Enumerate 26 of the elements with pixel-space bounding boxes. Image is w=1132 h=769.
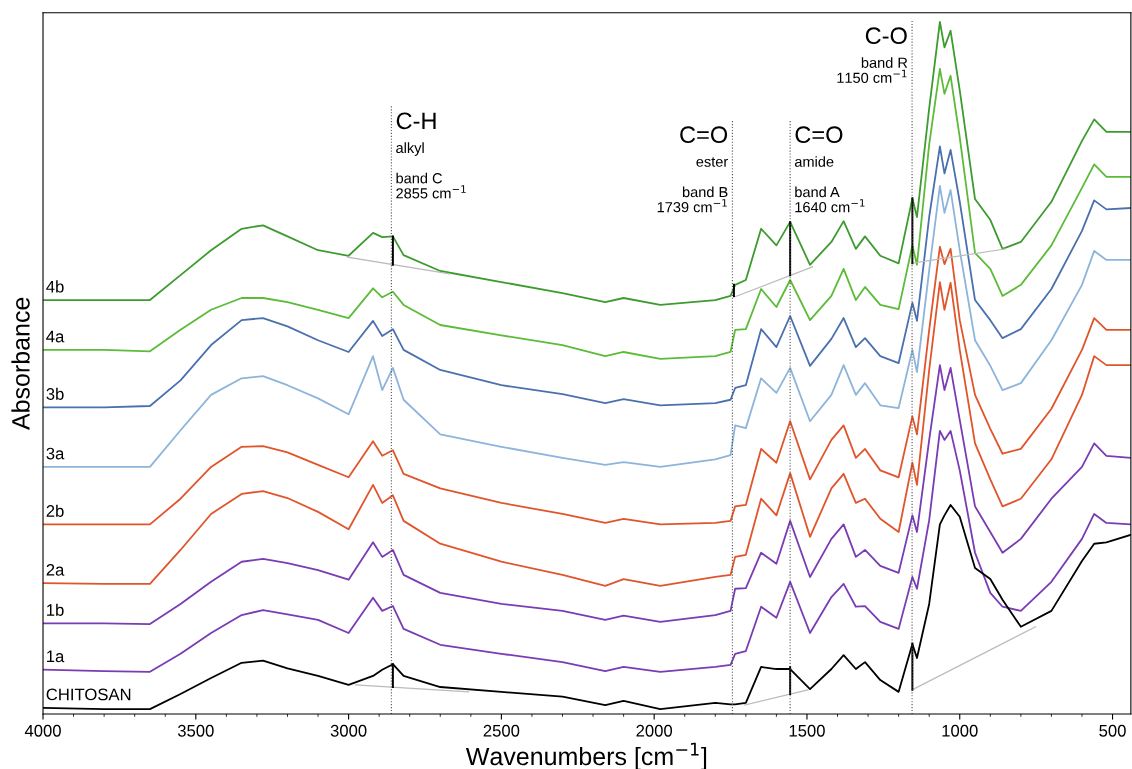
annotation: C=O xyxy=(680,126,728,144)
x-tick-label: 2000 xyxy=(636,724,673,737)
x-tick-label: 4000 xyxy=(24,724,61,737)
series-label: 1a xyxy=(47,650,65,663)
series-label: 2a xyxy=(46,563,65,576)
y-axis-title: Absorbance xyxy=(11,297,30,431)
series-label: 2b xyxy=(46,504,64,517)
series-label: 3a xyxy=(46,447,65,460)
series-label: 4a xyxy=(46,330,65,343)
x-tick-label: 1000 xyxy=(942,724,978,737)
series-label: 3b xyxy=(46,387,64,400)
x-tick-label: 1500 xyxy=(789,724,825,737)
series-label: 1b xyxy=(47,603,64,616)
x-tick-label: 3500 xyxy=(177,724,214,737)
text: ester band B 1739 cm$^{−1}$ xyxy=(657,157,728,213)
text: amide band A 1640 cm$^{−1}$ xyxy=(794,156,865,213)
annotation: C-H xyxy=(396,112,436,130)
series-label: CHITOSAN xyxy=(46,688,131,701)
annotation: C-O xyxy=(865,27,907,45)
x-tick-label: 3000 xyxy=(330,724,367,737)
series-label: 4b xyxy=(46,280,64,293)
annotation: C=O xyxy=(795,126,843,144)
x-tick-label: 2500 xyxy=(483,724,520,737)
ref-line-label: band R 1150 cm$^{−1}$ xyxy=(837,57,908,83)
x-tick-label: 500 xyxy=(1099,724,1126,737)
ref-line-label: alkyl band C 2855 cm$^{−1}$ xyxy=(396,142,466,199)
